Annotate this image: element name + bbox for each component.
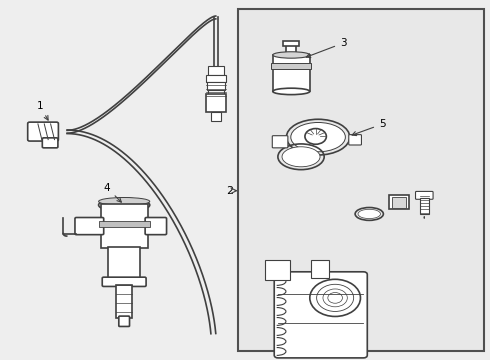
- Ellipse shape: [98, 198, 150, 205]
- Bar: [208, 66, 223, 75]
- Text: 1: 1: [36, 100, 48, 120]
- Text: 4: 4: [104, 183, 122, 202]
- Ellipse shape: [98, 198, 150, 212]
- Ellipse shape: [282, 147, 320, 167]
- Bar: [389, 195, 409, 209]
- FancyBboxPatch shape: [119, 316, 129, 327]
- Bar: [99, 221, 149, 227]
- FancyBboxPatch shape: [42, 138, 58, 148]
- Bar: [392, 197, 406, 207]
- Bar: [284, 41, 299, 46]
- Text: 5: 5: [352, 119, 386, 136]
- FancyBboxPatch shape: [102, 277, 146, 287]
- Circle shape: [317, 284, 354, 311]
- FancyBboxPatch shape: [75, 217, 104, 235]
- Text: 2: 2: [226, 186, 234, 196]
- Bar: [211, 112, 220, 121]
- FancyBboxPatch shape: [145, 217, 167, 235]
- FancyBboxPatch shape: [274, 272, 368, 358]
- Bar: [108, 247, 140, 279]
- FancyBboxPatch shape: [272, 136, 288, 148]
- Bar: [206, 75, 225, 82]
- FancyBboxPatch shape: [349, 135, 362, 145]
- FancyBboxPatch shape: [416, 192, 433, 199]
- Bar: [206, 94, 225, 112]
- Bar: [208, 90, 223, 96]
- Bar: [311, 260, 329, 278]
- FancyBboxPatch shape: [238, 9, 484, 351]
- Ellipse shape: [273, 88, 310, 95]
- Bar: [287, 44, 296, 56]
- Bar: [207, 82, 224, 90]
- Text: 3: 3: [306, 38, 346, 58]
- Bar: [116, 285, 132, 318]
- Bar: [266, 260, 290, 280]
- Bar: [420, 198, 429, 214]
- Ellipse shape: [273, 52, 310, 58]
- Ellipse shape: [291, 122, 345, 152]
- Bar: [271, 63, 311, 69]
- Circle shape: [305, 129, 326, 144]
- Bar: [273, 55, 310, 91]
- Bar: [101, 204, 147, 248]
- Ellipse shape: [358, 209, 380, 219]
- FancyBboxPatch shape: [28, 122, 58, 141]
